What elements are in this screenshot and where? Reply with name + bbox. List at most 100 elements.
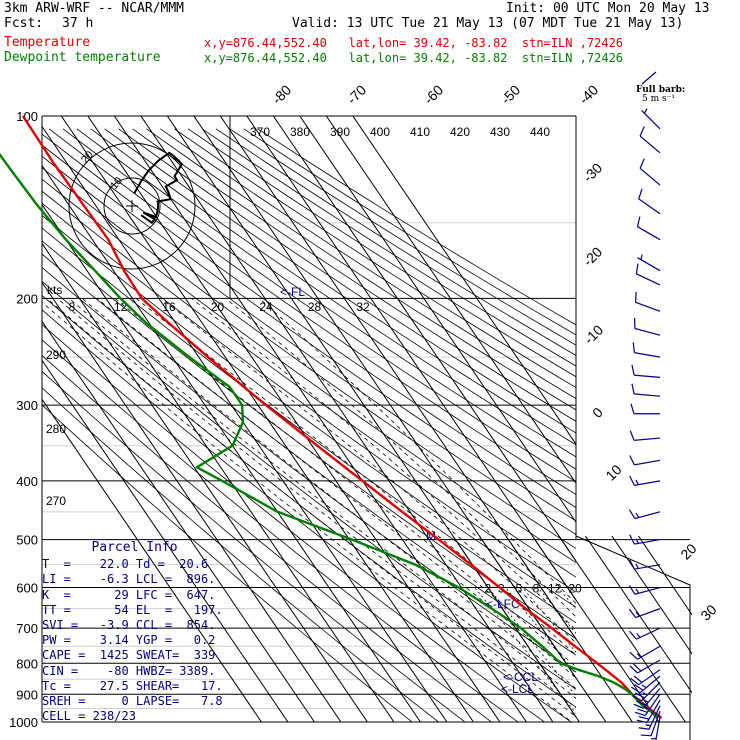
moist-adiabat bbox=[57, 298, 576, 709]
mixing-ratio-label: 20 bbox=[568, 582, 582, 596]
parcel-row: CIN = -80 HWBZ= 3389. bbox=[42, 663, 216, 678]
isotherm bbox=[42, 242, 369, 722]
parcel-row: Tc = 27.5 SHEAR= 17. bbox=[42, 678, 223, 693]
wind-barb bbox=[628, 608, 661, 619]
level-marker-fl: <-FL bbox=[280, 285, 305, 299]
pressure-label: 1000 bbox=[9, 715, 38, 730]
dry-adiabat bbox=[42, 294, 576, 708]
dry-adiabat bbox=[42, 309, 572, 722]
dry-adiabat bbox=[187, 128, 576, 378]
dry-adiabat bbox=[90, 128, 576, 458]
wind-barb bbox=[632, 342, 661, 358]
isotherm bbox=[478, 536, 607, 722]
isotherm bbox=[42, 125, 448, 722]
parcel-info-title: Parcel Info bbox=[91, 540, 178, 555]
wind-barb bbox=[639, 126, 661, 154]
init-time: Init: 00 UTC Mon 20 May 13 bbox=[506, 1, 710, 16]
dry-adiabat bbox=[42, 155, 576, 535]
hodograph-ring bbox=[68, 142, 196, 270]
wind-barb bbox=[629, 475, 661, 486]
isotherm bbox=[87, 116, 501, 722]
wind-barb bbox=[633, 687, 661, 709]
barb-legend-icon bbox=[641, 71, 657, 85]
isotherm-label: -10 bbox=[581, 322, 607, 348]
wind-barb bbox=[640, 711, 661, 737]
level-marker-lfc: <-LFC bbox=[486, 597, 520, 611]
dry-adiabat bbox=[76, 128, 576, 470]
dewpoint-location: x,y=876.44,552.40 lat,lon= 39.42, -83.82… bbox=[204, 51, 624, 65]
dry-adiabat bbox=[42, 178, 576, 564]
dry-adiabat bbox=[42, 190, 576, 578]
parcel-row: PW = 3.14 YGP = 0.2 bbox=[42, 633, 216, 648]
dry-adiabat bbox=[42, 133, 576, 509]
dry-adiabat bbox=[42, 227, 576, 624]
theta-label: 400 bbox=[370, 125, 390, 139]
dry-adiabat bbox=[42, 144, 576, 522]
wind-speed-label: 12 bbox=[114, 300, 128, 314]
isotherm bbox=[637, 536, 692, 616]
isotherm-label: -50 bbox=[498, 82, 524, 108]
moist-adiabat bbox=[68, 298, 576, 699]
isotherm-label: -60 bbox=[421, 82, 447, 108]
wind-barb bbox=[628, 585, 661, 595]
isotherm bbox=[558, 536, 687, 722]
isotherm-label: -30 bbox=[580, 160, 606, 186]
forecast-hour: 37 h bbox=[62, 16, 94, 31]
moist-adiabat bbox=[259, 298, 576, 605]
wind-barbs bbox=[628, 71, 661, 740]
isotherm-label: -70 bbox=[344, 82, 370, 108]
wind-barb bbox=[630, 403, 660, 415]
isotherm-label: -20 bbox=[580, 244, 606, 270]
hodograph-ring bbox=[103, 177, 161, 235]
dry-adiabat bbox=[42, 214, 576, 608]
hodograph-trace bbox=[133, 151, 184, 225]
pressure-label: 200 bbox=[16, 291, 38, 306]
isotherm bbox=[42, 398, 263, 722]
kts-unit: kts bbox=[47, 283, 62, 297]
temperature-location: x,y=876.44,552.40 lat,lon= 39.42, -83.82… bbox=[204, 36, 624, 50]
dry-adiabat bbox=[42, 387, 440, 722]
wind-barb bbox=[630, 669, 661, 686]
isotherm bbox=[611, 536, 692, 655]
pressure-label: 600 bbox=[16, 581, 38, 596]
moist-adiabat bbox=[114, 298, 576, 668]
dry-adiabat bbox=[104, 128, 576, 446]
isotherm bbox=[584, 536, 692, 694]
moist-adiabat bbox=[191, 298, 576, 631]
isotherm bbox=[42, 281, 342, 722]
dry-adiabat bbox=[42, 253, 576, 656]
dry-adiabat bbox=[173, 128, 576, 389]
wind-barb bbox=[631, 675, 661, 694]
theta-label: 420 bbox=[450, 125, 470, 139]
pressure-label: 700 bbox=[16, 621, 38, 636]
thetae-label: 280 bbox=[46, 422, 66, 436]
wind-barb bbox=[629, 534, 661, 545]
dry-adiabat bbox=[243, 128, 576, 336]
dry-adiabat bbox=[42, 324, 546, 722]
wind-speed-label: 24 bbox=[259, 300, 273, 314]
wind-barb bbox=[628, 509, 661, 520]
isotherm bbox=[531, 536, 660, 722]
wind-barb bbox=[638, 705, 661, 730]
temperature-legend: Temperature bbox=[4, 35, 91, 50]
mixing-ratio-label: 12 bbox=[548, 582, 562, 596]
wind-speed-label: 16 bbox=[162, 300, 176, 314]
dry-adiabat bbox=[42, 354, 493, 722]
wind-barb bbox=[639, 158, 661, 186]
isotherm bbox=[42, 320, 316, 722]
parcel-row: T = 22.0 Td = 20.6 bbox=[42, 557, 209, 572]
pressure-label: 500 bbox=[16, 533, 38, 548]
dry-adiabat bbox=[160, 128, 576, 400]
isotherm-label: -80 bbox=[269, 82, 295, 108]
dry-adiabat bbox=[42, 339, 519, 722]
wind-barb bbox=[633, 318, 661, 336]
moist-adiabat bbox=[96, 298, 576, 679]
theta-label: 380 bbox=[290, 125, 310, 139]
level-marker-ccl: <-CCL bbox=[503, 670, 538, 684]
isotherm bbox=[246, 116, 576, 601]
isotherm bbox=[505, 536, 634, 722]
wind-barb bbox=[629, 659, 661, 674]
isotherm-label: 30 bbox=[697, 601, 719, 623]
wind-barb bbox=[641, 108, 661, 130]
isotherm bbox=[42, 359, 289, 722]
